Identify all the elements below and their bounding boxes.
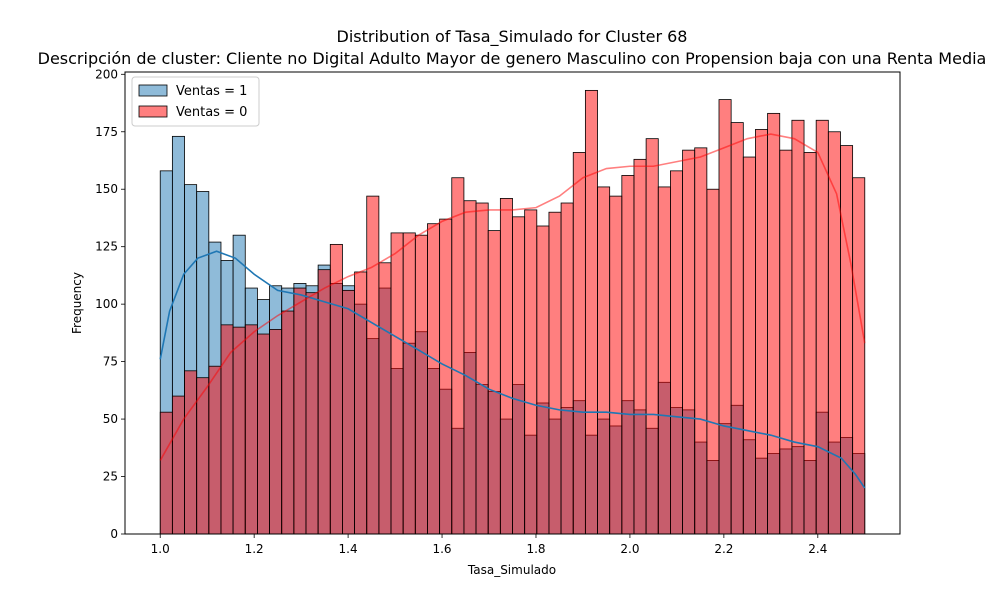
bar-ventas-0-54	[815, 119, 829, 535]
bar-ventas-0-12	[305, 292, 319, 535]
bar-ventas-0-18	[378, 262, 392, 535]
y-tick-label: 125	[95, 240, 118, 254]
bar-ventas-0-19	[390, 232, 404, 535]
x-tick-label: 1.0	[151, 542, 170, 556]
bar-ventas-0-34	[572, 152, 586, 535]
bar-ventas-0-36	[597, 186, 611, 535]
bar-ventas-0-21	[414, 234, 428, 535]
bar-ventas-0-50	[767, 112, 781, 535]
bar-ventas-0-27	[487, 230, 501, 535]
bar-ventas-0-7	[244, 324, 258, 535]
bar-ventas-0-39	[633, 158, 647, 535]
x-tick-label: 2.4	[808, 542, 827, 556]
bar-ventas-0-55	[827, 131, 841, 535]
bar-ventas-0-11	[293, 287, 307, 535]
y-tick-label: 75	[103, 355, 118, 369]
x-tick-label: 1.4	[339, 542, 358, 556]
y-tick-label: 0	[110, 527, 118, 541]
y-axis-label: Frequency	[70, 272, 84, 334]
y-tick-label: 200	[95, 67, 118, 81]
bar-ventas-0-37	[609, 195, 623, 535]
bar-ventas-0-24	[451, 177, 465, 535]
bar-ventas-0-42	[670, 170, 683, 535]
y-tick-label: 150	[95, 182, 118, 196]
bar-ventas-0-49	[755, 129, 769, 535]
y-tick-label: 50	[103, 412, 118, 426]
bar-ventas-0-56	[840, 145, 854, 535]
bar-ventas-0-40	[645, 138, 659, 535]
bar-ventas-0-28	[499, 198, 513, 535]
bar-ventas-0-10	[281, 310, 295, 535]
bar-ventas-0-41	[657, 186, 671, 535]
bar-ventas-0-46	[718, 99, 732, 535]
bar-ventas-0-52	[791, 119, 805, 535]
bar-ventas-0-45	[706, 188, 720, 535]
x-axis: 1.0 1.2 1.4 1.6 1.8 2.0 2.2 2.4	[151, 534, 827, 556]
x-axis-label: Tasa_Simulado	[467, 563, 556, 577]
legend-swatch-ventas-1	[138, 84, 168, 97]
legend-label-ventas-0: Ventas = 0	[176, 105, 247, 120]
bar-ventas-0-5	[220, 324, 234, 535]
bar-ventas-0-15	[342, 289, 355, 535]
bar-ventas-0-33	[560, 202, 574, 535]
bar-ventas-0-30	[524, 209, 538, 535]
bar-ventas-0-23	[439, 218, 453, 535]
bar-ventas-0-25	[463, 200, 477, 535]
x-tick-label: 1.6	[432, 542, 451, 556]
y-tick-label: 175	[95, 125, 118, 139]
bar-ventas-0-38	[621, 175, 635, 535]
bar-ventas-0-35	[584, 89, 598, 535]
bar-ventas-0-9	[269, 329, 283, 535]
bar-ventas-0-6	[232, 326, 246, 535]
bar-ventas-0-51	[779, 149, 793, 535]
plot-frame	[124, 71, 901, 535]
bar-ventas-0-20	[402, 232, 416, 535]
bar-ventas-0-43	[682, 149, 696, 535]
bar-ventas-0-47	[730, 122, 744, 535]
bar-ventas-0-13	[317, 269, 331, 535]
x-tick-label: 1.8	[526, 542, 545, 556]
chart-title: Distribution of Tasa_Simulado for Cluste…	[337, 27, 688, 47]
y-tick-label: 25	[103, 470, 118, 484]
bar-ventas-0-32	[548, 211, 562, 535]
kde-line-ventas-1	[159, 250, 866, 489]
x-tick-label: 2.0	[620, 542, 639, 556]
y-axis: 0 25 50 75 100 125 150 175 200	[95, 67, 125, 541]
bar-ventas-0-14	[329, 243, 343, 535]
x-tick-label: 2.2	[714, 542, 733, 556]
kde-line-ventas-0	[159, 133, 866, 461]
legend: Ventas = 1 Ventas = 0	[131, 76, 260, 127]
bar-ventas-0-26	[475, 202, 489, 535]
bar-ventas-0-3	[196, 377, 210, 535]
y-tick-label: 100	[95, 297, 118, 311]
bar-ventas-0-2	[184, 370, 198, 535]
chart-subtitle: Descripción de cluster: Cliente no Digit…	[38, 49, 987, 68]
kde-layer	[159, 133, 866, 489]
legend-swatch-ventas-0	[138, 105, 168, 118]
bar-ventas-0-53	[803, 152, 817, 535]
bar-ventas-0-1	[171, 395, 185, 535]
bar-ventas-0-48	[742, 156, 756, 535]
bar-ventas-0-44	[694, 147, 708, 535]
bar-ventas-0-31	[536, 225, 550, 535]
bar-ventas-0-22	[427, 223, 441, 535]
legend-label-ventas-1: Ventas = 1	[176, 84, 247, 99]
bars-layer	[159, 89, 866, 535]
bar-ventas-0-17	[366, 195, 380, 535]
x-tick-label: 1.2	[245, 542, 264, 556]
bar-ventas-0-29	[512, 216, 526, 535]
bar-ventas-0-0	[159, 411, 173, 535]
bar-ventas-0-57	[852, 177, 866, 535]
bar-ventas-0-16	[354, 271, 368, 535]
bar-ventas-0-4	[208, 365, 222, 535]
bar-ventas-0-8	[257, 333, 270, 535]
